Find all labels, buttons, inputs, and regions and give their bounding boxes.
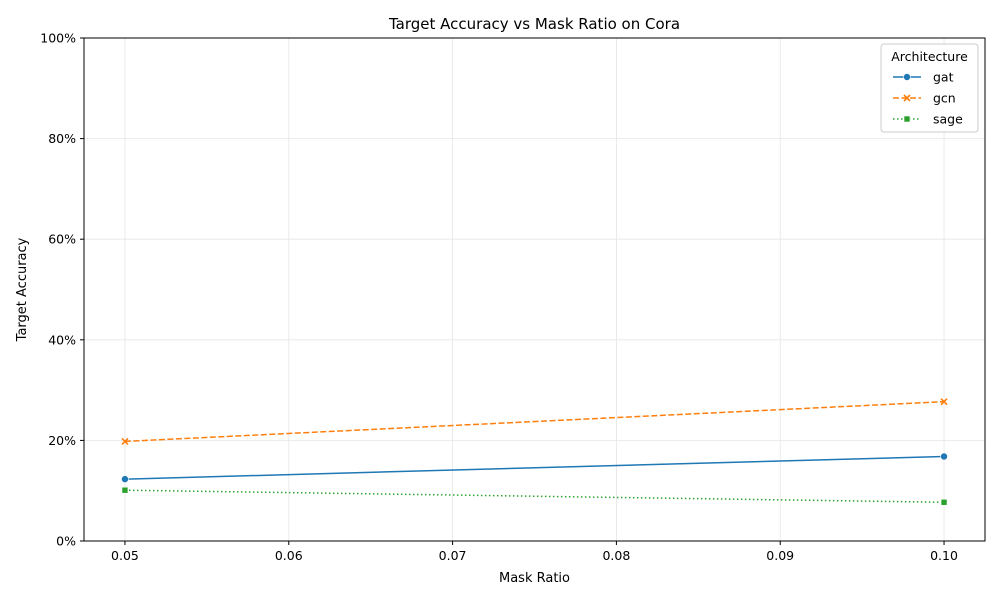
legend-item-sage: sage	[893, 112, 963, 127]
data-point-gcn	[940, 398, 948, 406]
y-axis: 0% 20% 40% 60% 80% 100%	[40, 31, 84, 549]
legend-marker	[903, 115, 911, 123]
y-tick-label: 20%	[48, 433, 76, 448]
series-sage	[121, 486, 948, 506]
x-tick-label: 0.10	[930, 548, 958, 563]
legend-box	[880, 43, 979, 133]
legend-items: gat gcn sage	[893, 70, 963, 127]
series-line-gcn	[124, 400, 945, 443]
x-tick-label: 0.08	[602, 548, 630, 563]
legend-marker	[903, 94, 911, 102]
x-tick-label: 0.09	[766, 548, 794, 563]
series-gat	[121, 452, 948, 483]
data-point-sage	[121, 486, 129, 494]
series-line-gat	[124, 455, 945, 480]
data-point-sage	[940, 498, 948, 506]
series-line-sage	[124, 489, 945, 504]
data-point-gat	[121, 475, 129, 483]
data-point-gat	[940, 452, 948, 461]
y-tick-label: 80%	[48, 131, 76, 146]
y-tick-label: 40%	[48, 332, 76, 347]
y-tick-label: 0%	[56, 534, 76, 549]
y-tick-label: 60%	[48, 232, 76, 247]
x-axis: 0.05 0.06 0.07 0.08 0.09 0.10	[111, 541, 958, 563]
chart-title: Target Accuracy vs Mask Ratio on Cora	[388, 15, 680, 33]
plot-frame	[83, 37, 986, 542]
legend-item-gcn: gcn	[893, 91, 956, 106]
legend-label: sage	[933, 112, 963, 127]
x-tick-label: 0.07	[439, 548, 467, 563]
legend-marker	[903, 73, 911, 81]
legend-title: Architecture	[891, 49, 968, 64]
x-tick-label: 0.06	[275, 548, 303, 563]
data-point-gcn	[121, 437, 129, 445]
legend-label: gat	[933, 70, 954, 85]
x-tick-label: 0.05	[111, 548, 139, 563]
y-tick-label: 100%	[40, 31, 76, 46]
legend-label: gcn	[933, 91, 956, 106]
legend-item-gat: gat	[893, 70, 954, 85]
x-axis-label: Mask Ratio	[499, 571, 570, 586]
y-axis-label: Target Accuracy	[15, 237, 30, 342]
series-group	[121, 398, 948, 506]
legend: Architecture gat gcn sage	[880, 43, 979, 133]
series-gcn	[121, 398, 948, 445]
